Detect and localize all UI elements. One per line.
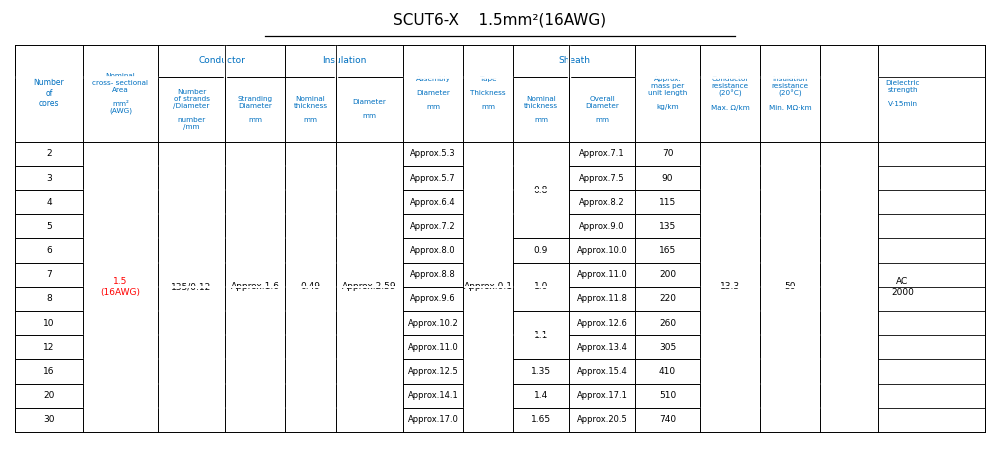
Text: 1.65: 1.65 — [531, 415, 551, 424]
Text: 12: 12 — [43, 343, 55, 352]
Text: Approx.8.8: Approx.8.8 — [410, 270, 456, 279]
Text: 10: 10 — [43, 319, 55, 328]
Text: 6: 6 — [46, 246, 52, 255]
Text: Approx.11.8: Approx.11.8 — [577, 294, 627, 303]
Text: 13.3: 13.3 — [720, 283, 740, 292]
Text: 20: 20 — [43, 391, 55, 400]
Text: 8: 8 — [46, 294, 52, 303]
Text: Sheath: Sheath — [558, 56, 590, 65]
Text: Approx.8.0: Approx.8.0 — [410, 246, 456, 255]
Text: Approx.0.1: Approx.0.1 — [464, 283, 512, 292]
Text: 0.8: 0.8 — [534, 185, 548, 194]
Text: Approx.1.6: Approx.1.6 — [230, 283, 280, 292]
Text: 30: 30 — [43, 415, 55, 424]
Text: Stranding
Diameter

mm: Stranding Diameter mm — [237, 96, 273, 123]
Text: Number
of strands
/Diameter

number
/mm: Number of strands /Diameter number /mm — [173, 89, 210, 130]
Text: 4: 4 — [46, 198, 52, 207]
Text: 1.0: 1.0 — [534, 283, 548, 292]
Text: Approx.8.2: Approx.8.2 — [579, 198, 625, 207]
Text: Approx.5.3: Approx.5.3 — [410, 149, 456, 158]
Text: 740: 740 — [659, 415, 676, 424]
Text: Approx.9.6: Approx.9.6 — [410, 294, 456, 303]
Text: Approx.15.4: Approx.15.4 — [577, 367, 627, 376]
Text: Approx.17.0: Approx.17.0 — [408, 415, 458, 424]
Bar — [15, 45, 985, 432]
Text: Nominal
cross- sectional
Area

mm²
(AWG): Nominal cross- sectional Area mm² (AWG) — [92, 72, 148, 114]
Text: 70: 70 — [662, 149, 673, 158]
Text: Approx.13.4: Approx.13.4 — [577, 343, 627, 352]
Text: Dielectric
strength

V·15min: Dielectric strength V·15min — [885, 80, 920, 107]
Text: Approx.5.7: Approx.5.7 — [410, 174, 456, 183]
Text: 1.35: 1.35 — [531, 367, 551, 376]
Text: 1.4: 1.4 — [534, 391, 548, 400]
Text: 7: 7 — [46, 270, 52, 279]
Text: Approx.
mass per
unit length

kg/km: Approx. mass per unit length kg/km — [648, 76, 687, 110]
Text: Conductor
resistance
(20°C)

Max. Ω/km: Conductor resistance (20°C) Max. Ω/km — [711, 76, 749, 111]
Text: 0.9: 0.9 — [534, 246, 548, 255]
Text: 200: 200 — [659, 270, 676, 279]
Text: 115: 115 — [659, 198, 676, 207]
Text: Approx.7.5: Approx.7.5 — [579, 174, 625, 183]
Text: Conductor: Conductor — [198, 56, 245, 65]
Text: 510: 510 — [659, 391, 676, 400]
Text: 16: 16 — [43, 367, 55, 376]
Text: Approx.10.0: Approx.10.0 — [577, 246, 627, 255]
Text: Approx.10.2: Approx.10.2 — [408, 319, 458, 328]
Text: 260: 260 — [659, 319, 676, 328]
Text: AC
2000: AC 2000 — [891, 277, 914, 297]
Text: 135/0.12: 135/0.12 — [171, 283, 212, 292]
Text: 135: 135 — [659, 222, 676, 231]
Text: Approx.20.5: Approx.20.5 — [577, 415, 627, 424]
Text: Nominal
thickness

mm: Nominal thickness mm — [293, 96, 328, 123]
Text: 2: 2 — [46, 149, 52, 158]
Text: Approx.9.0: Approx.9.0 — [579, 222, 625, 231]
Text: 165: 165 — [659, 246, 676, 255]
Text: Number
of
cores: Number of cores — [34, 78, 64, 108]
Text: Insulation: Insulation — [322, 56, 366, 65]
Text: 0.49: 0.49 — [300, 283, 320, 292]
Text: Approx.11.0: Approx.11.0 — [577, 270, 627, 279]
Text: 5: 5 — [46, 222, 52, 231]
Text: Approx.17.1: Approx.17.1 — [577, 391, 627, 400]
Text: Approx.11.0: Approx.11.0 — [408, 343, 458, 352]
Text: 1.5
(16AWG): 1.5 (16AWG) — [100, 277, 140, 297]
Text: 1.1: 1.1 — [534, 331, 548, 340]
Text: 305: 305 — [659, 343, 676, 352]
Text: Approx.7.1: Approx.7.1 — [579, 149, 625, 158]
Text: Tape

Thickness

mm: Tape Thickness mm — [470, 76, 506, 110]
Text: 220: 220 — [659, 294, 676, 303]
Text: Approx.7.2: Approx.7.2 — [410, 222, 456, 231]
Text: Overall
Diameter

mm: Overall Diameter mm — [585, 96, 619, 123]
Text: 410: 410 — [659, 367, 676, 376]
Text: Approx.14.1: Approx.14.1 — [408, 391, 458, 400]
Text: SCUT6-X    1.5mm²(16AWG): SCUT6-X 1.5mm²(16AWG) — [393, 13, 607, 28]
Text: 50: 50 — [784, 283, 796, 292]
Text: Diameter

mm: Diameter mm — [353, 99, 386, 119]
Text: Nominal
thickness

mm: Nominal thickness mm — [524, 96, 558, 123]
Text: Approx.6.4: Approx.6.4 — [410, 198, 456, 207]
Text: Approx.12.6: Approx.12.6 — [577, 319, 627, 328]
Text: Approx.12.5: Approx.12.5 — [408, 367, 458, 376]
Text: Assembly

Diameter

mm: Assembly Diameter mm — [416, 76, 450, 110]
Text: Approx.2.59: Approx.2.59 — [342, 283, 397, 292]
Text: Insulation
resistance
(20°C)

Min. MΩ·km: Insulation resistance (20°C) Min. MΩ·km — [769, 76, 811, 111]
Text: 3: 3 — [46, 174, 52, 183]
Text: 90: 90 — [662, 174, 673, 183]
